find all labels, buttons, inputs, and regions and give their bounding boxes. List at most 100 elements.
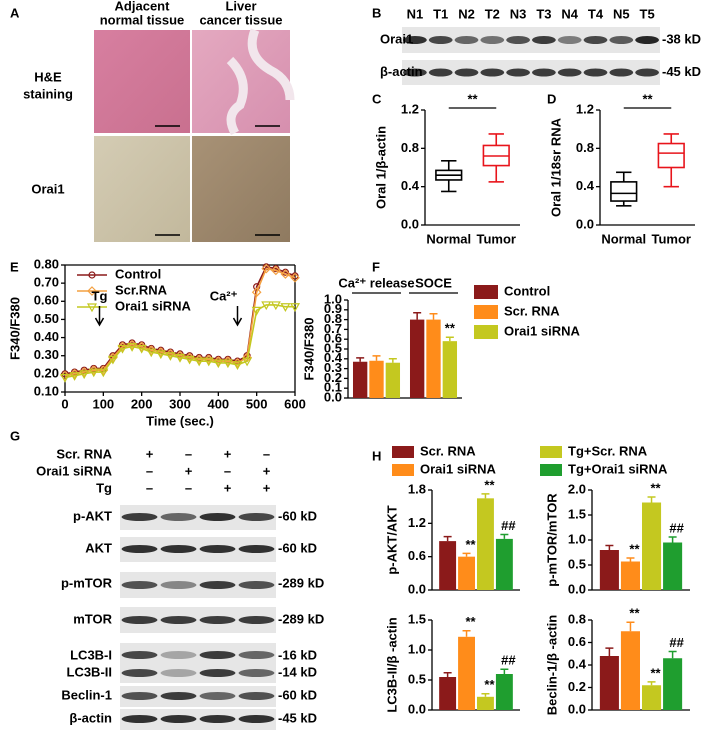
series-line [64, 265, 296, 375]
row-label: β-actin [380, 64, 423, 79]
significance: ** [650, 665, 661, 680]
error-bar [462, 630, 471, 637]
blot-band [199, 545, 236, 553]
tissue-image [94, 30, 190, 133]
y-tick-label: 0.8 [576, 140, 594, 155]
blot-band [238, 616, 275, 624]
y-tick-label: 0.0 [576, 216, 594, 231]
legend-swatch [474, 285, 498, 299]
bar [620, 561, 640, 590]
blot-band [557, 68, 582, 77]
y-tick-label: 1.0 [408, 641, 426, 656]
blot-band [238, 669, 275, 677]
bar [385, 362, 401, 398]
marker [146, 348, 157, 358]
size-label: -38 kD [662, 31, 701, 46]
error-bar [445, 336, 454, 342]
bar [495, 674, 513, 710]
blot-band [480, 36, 505, 44]
y-tick-label: 0.5 [324, 340, 342, 355]
y-tick-label: 1.2 [408, 515, 426, 530]
x-tick-label: Normal [426, 231, 471, 246]
row-label: p-AKT [73, 508, 112, 523]
panel-letter: E [10, 259, 19, 274]
marker [155, 350, 166, 360]
significance: ** [465, 614, 476, 629]
y-tick-label: 1.2 [576, 101, 594, 116]
panel-a-images [94, 28, 295, 242]
error-bar [429, 312, 438, 320]
y-axis-label: F340/F380 [301, 318, 316, 381]
y-tick-label: 0.1 [324, 380, 342, 395]
blot-band [583, 36, 608, 44]
blot-band [635, 36, 659, 44]
bar [369, 360, 384, 398]
blot-band [238, 651, 275, 659]
marker [127, 343, 138, 352]
y-axis-label: Oral 1/18sr RNA [548, 117, 563, 217]
condition-sign: + [224, 480, 232, 495]
legend-label: Scr. RNA [504, 303, 560, 318]
size-label: -14 kD [278, 664, 317, 679]
legend-label: Scr. RNA [420, 443, 476, 458]
series-line [64, 267, 296, 377]
column-header: Adjacent [115, 0, 171, 13]
blot-band [238, 692, 275, 700]
bar [620, 631, 640, 710]
significance: ** [642, 91, 653, 106]
blot-band [480, 68, 505, 77]
bar [352, 361, 368, 398]
marker [107, 355, 118, 365]
row-label: LC3B-I [70, 647, 112, 662]
size-label: -60 kD [278, 687, 317, 702]
error-bar [372, 355, 381, 361]
blot-band [238, 545, 275, 553]
bar [458, 636, 475, 710]
marker [165, 352, 176, 361]
blot-band [428, 68, 453, 77]
y-tick-label: 0.50 [34, 311, 59, 326]
marker [280, 303, 291, 312]
error-bar [443, 535, 452, 542]
panel-letter: C [372, 91, 382, 106]
blot-band [121, 651, 158, 659]
blot-band [199, 669, 236, 677]
x-axis-label: Time (sec.) [146, 413, 214, 428]
column-header: normal tissue [100, 12, 185, 27]
marker [174, 353, 186, 363]
annotation-arrow [232, 306, 243, 327]
significance: ** [445, 321, 456, 336]
y-tick-label: 1.5 [408, 611, 426, 626]
size-label: -16 kD [278, 647, 317, 662]
blot-band [403, 36, 427, 44]
size-label: -60 kD [278, 508, 317, 523]
size-label: -45 kD [662, 64, 701, 79]
y-tick-label: 0.20 [34, 365, 59, 380]
row-label: staining [23, 86, 73, 101]
error-bar [388, 358, 397, 363]
marker [88, 368, 99, 378]
marker [289, 303, 301, 312]
error-bar [668, 650, 677, 659]
x-tick-label: 500 [246, 396, 268, 411]
blot-band [428, 36, 453, 44]
error-bar [668, 536, 677, 543]
marker [203, 357, 214, 367]
condition-sign: + [146, 446, 154, 461]
legend-marker [86, 303, 98, 313]
condition-sign: – [263, 446, 270, 461]
error-bar [356, 357, 365, 362]
y-axis-label: F340/F380 [7, 297, 22, 360]
y-axis-label: Beclin-1/β -actin [544, 615, 559, 715]
annotation: Tg [92, 288, 108, 303]
blot-band [635, 68, 659, 77]
legend-label: Orai1 siRNA [115, 298, 191, 313]
size-label: -60 kD [278, 540, 317, 555]
bar [409, 319, 425, 398]
y-tick-label: 0.5 [408, 671, 426, 686]
condition-sign: – [146, 480, 153, 495]
legend-label: Tg+Orai1 siRNA [568, 461, 668, 476]
condition-label: Scr. RNA [56, 446, 112, 461]
legend-swatch [474, 325, 498, 339]
legend-swatch [474, 305, 498, 319]
